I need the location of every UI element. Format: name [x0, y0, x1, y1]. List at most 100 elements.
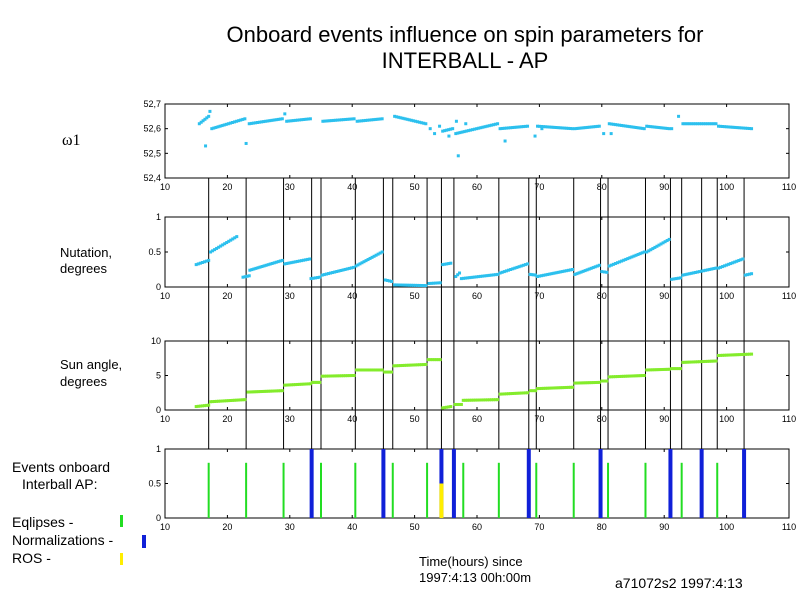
data-point [345, 267, 349, 271]
data-point [546, 272, 550, 276]
data-point [542, 273, 546, 277]
data-point [224, 122, 228, 126]
data-point [422, 284, 426, 288]
data-point [556, 126, 560, 130]
data-point [655, 125, 659, 129]
data-point [602, 270, 606, 274]
data-point [322, 374, 326, 378]
data-point [333, 374, 337, 378]
data-point [266, 263, 270, 267]
data-point [485, 124, 489, 128]
data-point [605, 270, 609, 274]
data-point [398, 364, 402, 368]
y-tick-label: 0.5 [148, 247, 161, 257]
data-point [676, 367, 680, 371]
data-point [589, 125, 593, 129]
data-point [517, 125, 521, 129]
data-point [583, 126, 587, 130]
data-point [219, 244, 223, 248]
data-point [556, 270, 560, 274]
data-point [354, 264, 358, 268]
data-point [624, 257, 628, 261]
data-point [729, 125, 733, 129]
normalization-bar [742, 449, 747, 518]
data-point [681, 122, 685, 126]
data-point [546, 386, 550, 390]
data-point [687, 122, 691, 126]
data-point [344, 117, 348, 121]
data-point [358, 262, 362, 266]
eclipse-bar [497, 462, 500, 518]
data-point [376, 117, 380, 121]
data-point [479, 274, 483, 278]
data-point [459, 277, 463, 281]
data-point [241, 275, 245, 279]
data-point [235, 235, 239, 239]
data-point [368, 256, 372, 260]
data-point [438, 358, 442, 362]
data-point [264, 119, 268, 123]
data-point [296, 382, 300, 386]
data-point [548, 386, 552, 390]
data-point [517, 265, 521, 269]
data-point [558, 126, 562, 130]
data-point [540, 274, 544, 278]
data-point [380, 250, 384, 254]
data-point [628, 256, 632, 260]
data-point [710, 359, 714, 363]
data-point [653, 245, 657, 249]
data-point [302, 117, 306, 121]
x-tick-label: 50 [410, 291, 420, 301]
data-point [747, 127, 751, 131]
data-point [306, 382, 310, 386]
data-point [420, 363, 424, 367]
data-point [542, 386, 546, 390]
data-point [645, 124, 649, 128]
data-point [276, 389, 280, 393]
data-point [616, 261, 620, 265]
data-point [203, 404, 207, 408]
data-point [481, 125, 485, 129]
data-point [287, 383, 291, 387]
eclipse-bar [207, 462, 210, 518]
chart-title-line2: INTERBALL - AP [381, 48, 549, 73]
data-point [672, 367, 676, 371]
data-point [721, 265, 725, 269]
data-point [548, 272, 552, 276]
data-point [229, 399, 233, 403]
data-point [611, 122, 615, 126]
data-point [211, 249, 215, 253]
data-point [554, 386, 558, 390]
data-point [280, 389, 284, 393]
data-point [256, 390, 260, 394]
normalization-bar [699, 449, 704, 518]
data-point [462, 276, 466, 280]
data-point [558, 386, 562, 390]
data-point [318, 275, 322, 279]
data-point [593, 125, 597, 129]
data-point [203, 260, 207, 264]
x-tick-label: 80 [597, 522, 607, 532]
data-point [383, 278, 387, 282]
y-tick-label: 52,7 [143, 99, 161, 109]
data-point [200, 404, 204, 408]
data-point [248, 390, 252, 394]
data-point [697, 122, 701, 126]
data-point [618, 374, 622, 378]
data-point [462, 130, 466, 134]
data-point [289, 119, 293, 123]
data-point [481, 274, 485, 278]
data-point [498, 392, 502, 396]
data-point [517, 391, 521, 395]
data-point [229, 238, 233, 242]
data-point [362, 260, 366, 264]
data-point [529, 389, 533, 393]
data-point [659, 126, 663, 130]
data-point [729, 262, 733, 266]
data-point [609, 375, 613, 379]
data-point [368, 118, 372, 122]
data-point [227, 239, 231, 243]
data-point [723, 125, 727, 129]
data-point [700, 360, 704, 364]
data-point [438, 281, 442, 285]
